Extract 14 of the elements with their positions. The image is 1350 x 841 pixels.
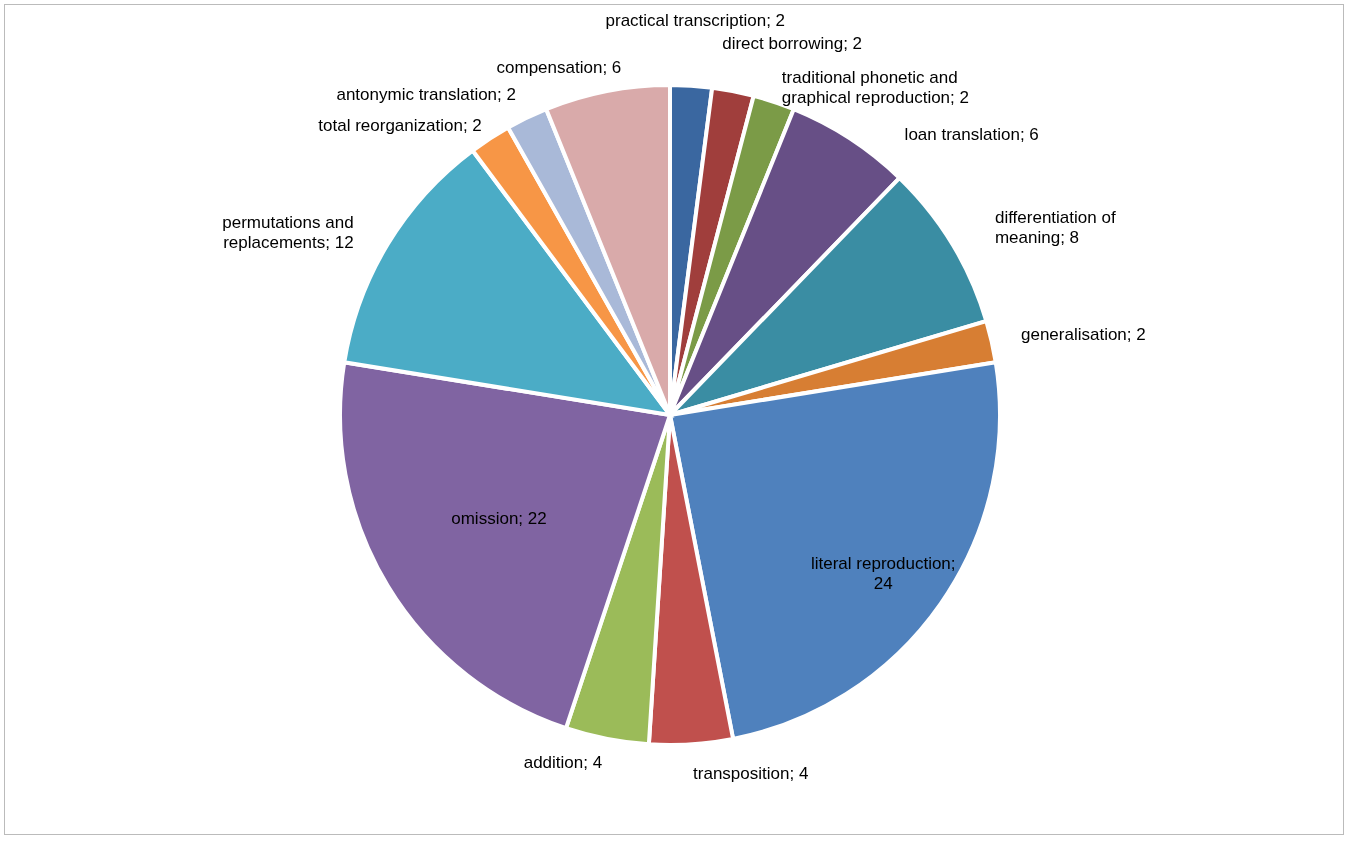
slice-label: differentiation of meaning; 8 [994, 208, 1116, 248]
slice-label: loan translation; 6 [904, 125, 1039, 145]
slice-label: compensation; 6 [496, 58, 622, 78]
slice-label: permutations and replacements; 12 [222, 213, 354, 253]
slice-label: addition; 4 [523, 753, 603, 773]
slice-label: total reorganization; 2 [318, 115, 482, 135]
slice-label: practical transcription; 2 [605, 10, 786, 30]
slice-label: traditional phonetic and graphical reproduction; 2 [781, 68, 969, 108]
slice-label: omission; 22 [451, 508, 547, 528]
slice-label: direct borrowing; 2 [722, 33, 863, 53]
slice-label: generalisation; 2 [1020, 324, 1146, 344]
slice-label: transposition; 4 [693, 764, 809, 784]
slice-label: antonymic translation; 2 [336, 85, 516, 105]
slice-label: literal reproduction; 24 [810, 553, 956, 593]
